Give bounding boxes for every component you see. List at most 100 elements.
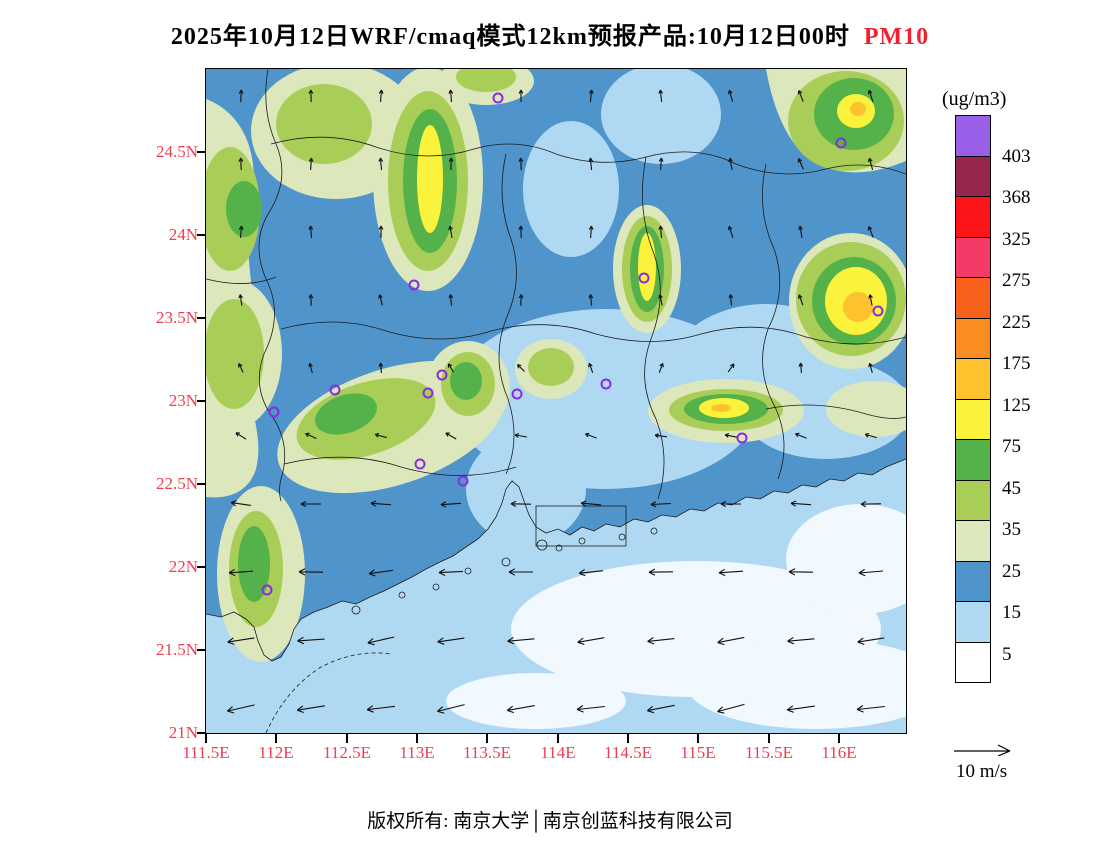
legend-level-label: 35 (1002, 519, 1021, 540)
wind-arrow (235, 432, 247, 440)
title-pollutant: PM10 (863, 24, 930, 50)
legend-level-label: 325 (1002, 228, 1031, 250)
wind-arrow (508, 568, 533, 576)
wind-arrow (868, 362, 873, 373)
wind-arrow (648, 568, 674, 576)
wind-arrow (510, 500, 532, 507)
wind-arrow (367, 636, 395, 646)
lon-tick-label: 115.5E (744, 743, 793, 762)
wind-arrow (720, 500, 741, 508)
wind-arrow (580, 500, 602, 507)
legend-colorbar (955, 115, 991, 683)
wind-arrow (798, 294, 804, 306)
wind-arrow (378, 157, 384, 171)
wind-arrow (658, 362, 664, 373)
city-marker (329, 384, 341, 396)
legend-color-box (955, 277, 991, 319)
lon-tick-mark (486, 734, 488, 743)
lon-tick-mark (768, 734, 770, 743)
wind-arrow (437, 637, 465, 645)
wind-arrow (238, 225, 244, 239)
legend-level-label: 125 (1002, 394, 1031, 416)
legend-color-box (955, 155, 991, 197)
wind-arrow (797, 89, 804, 102)
lon-tick-label: 113.5E (462, 743, 511, 762)
lat-tick-mark (197, 317, 206, 319)
wind-arrow (368, 569, 393, 577)
city-marker (414, 458, 426, 470)
legend-color-box (955, 601, 991, 643)
wind-arrow (576, 705, 605, 713)
wind-arrow (305, 432, 317, 439)
wind-arrow (860, 501, 882, 508)
wind-arrow (308, 157, 314, 171)
wind-arrow (298, 568, 324, 576)
wind-arrow (518, 157, 524, 171)
lat-tick-mark (197, 732, 206, 734)
region-box (535, 505, 627, 547)
city-marker (408, 279, 420, 291)
wind-arrow (728, 157, 733, 170)
lat-tick-mark (197, 234, 206, 236)
legend-color-box (955, 479, 991, 521)
lat-tick-label: 24.5N (155, 142, 198, 161)
wind-arrow (438, 568, 464, 576)
wind-arrow (798, 225, 803, 238)
wind-arrow (448, 89, 454, 103)
wind-arrow (786, 705, 815, 713)
wind-arrow (296, 705, 325, 714)
wind-arrow (788, 568, 814, 576)
title-main: 2025年10月12日WRF/cmaq模式12km预报产品:10月12日00时 (170, 24, 850, 50)
wind-arrow (727, 363, 735, 373)
city-marker (492, 92, 504, 104)
wind-arrow (858, 568, 884, 577)
wind-arrow (588, 157, 594, 171)
wind-vectors (227, 89, 885, 714)
legend-level-label: 75 (1002, 436, 1021, 457)
wind-arrow (448, 157, 454, 171)
lon-tick-mark (275, 734, 277, 743)
wind-arrow (507, 636, 535, 645)
legend-level-label: 368 (1002, 187, 1031, 208)
wind-reference: 10 m/s (952, 740, 1042, 783)
lon-tick-mark (416, 734, 418, 743)
wind-arrow (300, 500, 321, 508)
wind-arrow (518, 225, 524, 239)
wind-arrow (378, 362, 384, 374)
wind-arrow (445, 432, 457, 440)
wind-arrow (297, 636, 325, 645)
lon-tick-mark (838, 734, 840, 743)
wind-arrow (518, 89, 524, 102)
legend-level-label: 175 (1002, 353, 1031, 374)
wind-arrow (440, 501, 462, 508)
wind-arrow (867, 225, 874, 238)
wind-arrow (308, 362, 313, 373)
wind-arrow (374, 432, 387, 439)
legend-color-box (955, 560, 991, 602)
lat-tick-label: 23.5N (155, 308, 198, 327)
wind-reference-arrow-icon (954, 744, 1011, 757)
wind-arrow (728, 294, 734, 306)
wind-arrow (658, 89, 664, 103)
lon-tick-label: 112.5E (322, 743, 371, 762)
legend-level-label: 5 (1002, 643, 1012, 665)
lon-tick-mark (346, 734, 348, 743)
legend-color-box (955, 115, 991, 157)
lon-tick-label: 116E (821, 743, 857, 762)
wind-arrow (238, 157, 244, 171)
lat-tick-mark (197, 483, 206, 485)
pm10-contour-map (206, 69, 906, 733)
city-marker (872, 305, 884, 317)
legend-level-label: 45 (1002, 477, 1021, 499)
lat-tick-mark (197, 649, 206, 651)
legend-level-label: 275 (1002, 270, 1031, 291)
lat-tick-label: 21N (168, 723, 198, 742)
city-markers (261, 92, 884, 596)
wind-arrow (787, 636, 815, 645)
wind-arrow (647, 637, 675, 645)
lat-tick-mark (197, 151, 206, 153)
wind-arrow (654, 433, 667, 438)
wind-arrow (794, 432, 807, 439)
wind-arrow (378, 89, 384, 103)
wind-arrow (790, 500, 812, 507)
